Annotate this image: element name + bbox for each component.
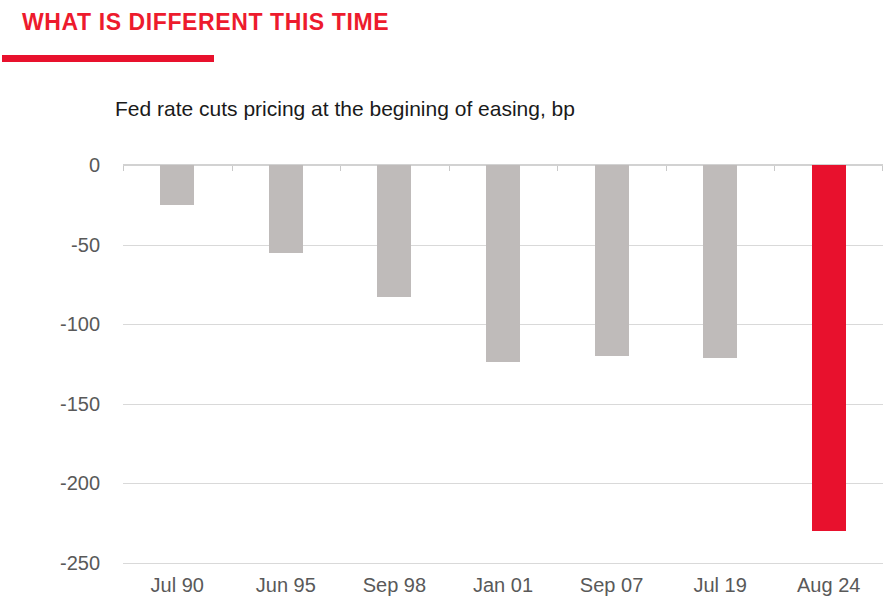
x-tick-label: Sep 98 bbox=[363, 574, 426, 597]
gridline--200 bbox=[123, 483, 883, 484]
header-underline bbox=[2, 55, 214, 62]
x-tick-label: Jul 19 bbox=[693, 574, 746, 597]
y-tick-label: -250 bbox=[38, 552, 100, 574]
axis-tick bbox=[557, 166, 558, 171]
page: WHAT IS DIFFERENT THIS TIME Fed rate cut… bbox=[0, 0, 896, 612]
x-tick-label: Jul 90 bbox=[151, 574, 204, 597]
x-tick-label: Jun 95 bbox=[256, 574, 316, 597]
gridline--150 bbox=[123, 404, 883, 405]
x-tick-label: Aug 24 bbox=[797, 574, 860, 597]
chart-title: Fed rate cuts pricing at the begining of… bbox=[115, 97, 575, 121]
gridline--250 bbox=[123, 563, 883, 564]
y-tick-label: -200 bbox=[38, 472, 100, 494]
x-tick-label: Sep 07 bbox=[580, 574, 643, 597]
bar-sep-07 bbox=[595, 165, 629, 356]
axis-tick bbox=[666, 166, 667, 171]
axis-tick bbox=[882, 166, 883, 171]
y-tick-label: 0 bbox=[38, 154, 100, 176]
axis-tick bbox=[232, 166, 233, 171]
axis-tick bbox=[123, 166, 124, 171]
axis-tick bbox=[340, 166, 341, 171]
bar-jul-19 bbox=[703, 165, 737, 358]
page-title: WHAT IS DIFFERENT THIS TIME bbox=[22, 9, 389, 36]
axis-tick bbox=[449, 166, 450, 171]
x-tick-label: Jan 01 bbox=[473, 574, 533, 597]
y-tick-label: -100 bbox=[38, 313, 100, 335]
y-tick-label: -50 bbox=[38, 234, 100, 256]
bar-sep-98 bbox=[377, 165, 411, 297]
bar-jun-95 bbox=[269, 165, 303, 253]
plot-area: 0-50-100-150-200-250Jul 90Jun 95Sep 98Ja… bbox=[123, 165, 883, 563]
y-tick-label: -150 bbox=[38, 393, 100, 415]
bar-jan-01 bbox=[486, 165, 520, 362]
axis-tick bbox=[774, 166, 775, 171]
bar-jul-90 bbox=[160, 165, 194, 205]
bar-aug-24 bbox=[812, 165, 846, 531]
